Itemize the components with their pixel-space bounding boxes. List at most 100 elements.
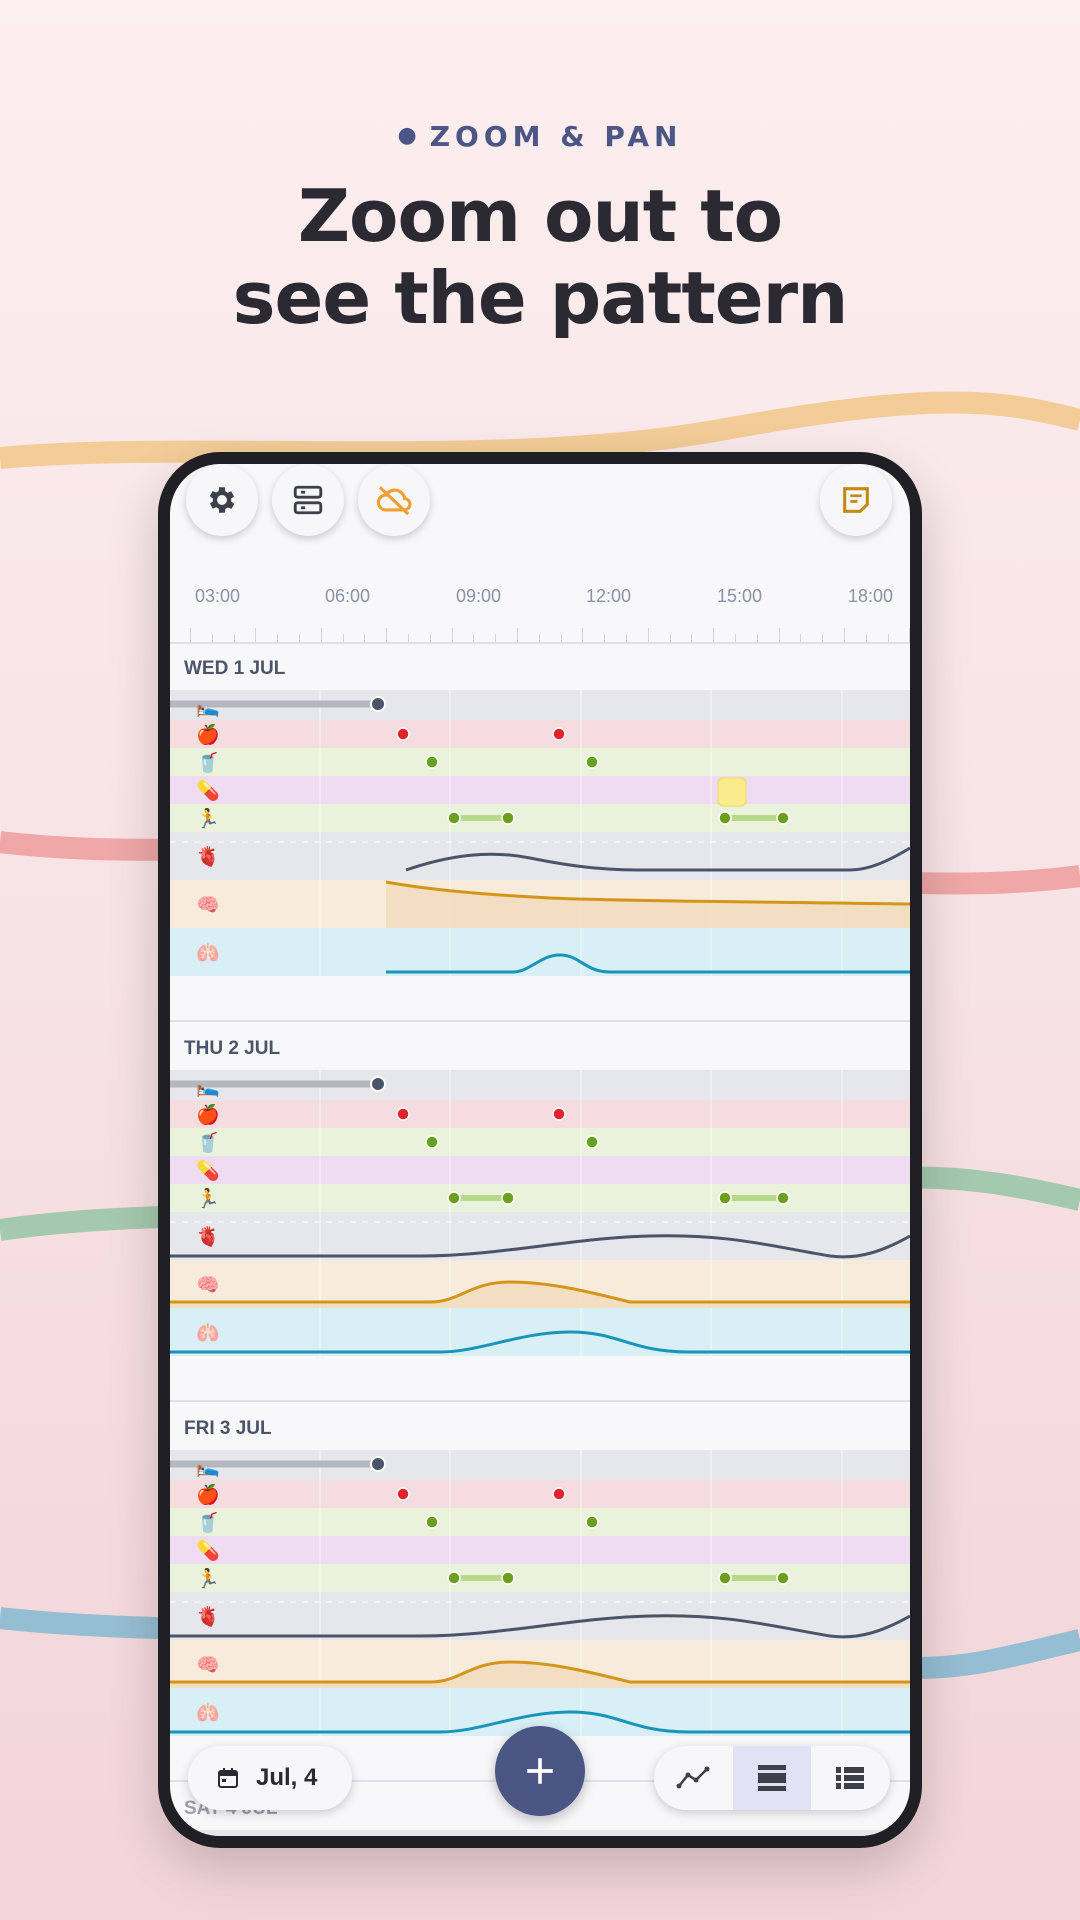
app-screen: 03:00 06:00 09:00 12:00 15:00 18:00 WED … [170,464,910,1836]
axis-tick [473,634,475,642]
gear-icon [209,487,235,513]
sleep-icon: 🛌 [196,1456,220,1478]
axis-tick [887,634,889,642]
axis-tick [211,634,213,642]
activity-icon: 🏃 [196,1568,220,1590]
list-view-icon [836,1767,865,1789]
storage-button[interactable] [272,464,344,536]
axis-tick [647,628,649,642]
axis-tick [233,634,235,642]
axis-tick [538,634,540,642]
time-label: 12:00 [586,586,632,606]
axis-tick [451,628,453,642]
axis-tick [517,628,518,642]
activity-icon: 🏃 [196,808,220,830]
axis-tick [190,628,191,642]
heart-icon: 🫀 [196,1226,220,1248]
headline-line-1: Zoom out to [297,174,783,258]
date-label: Jul, 4 [256,1764,318,1791]
food-icon: 🍎 [196,1104,220,1126]
day-tracks [170,1450,910,1736]
axis-tick [408,634,409,642]
day-title: WED 1 JUL [184,658,286,679]
day-tracks [170,690,910,976]
day-section[interactable]: THU 2 JUL [170,1024,910,1404]
breathing-icon: 🫁 [196,1702,220,1724]
time-label: 06:00 [325,586,371,606]
axis-tick [713,628,715,642]
list-view-button[interactable] [811,1746,890,1810]
axis-tick [429,634,431,642]
drink-icon: 🥤 [196,752,220,774]
sleep-icon: 🛌 [196,1076,220,1098]
axis-tick [778,628,780,642]
axis-tick [582,628,584,642]
view-switcher[interactable] [654,1746,890,1810]
chart-view-button[interactable] [654,1746,733,1810]
medication-icon: 💊 [196,780,220,802]
axis-tick [800,634,802,642]
settings-button[interactable] [186,464,258,536]
axis-tick [909,628,910,642]
breathing-icon: 🫁 [196,942,220,964]
axis-tick [756,634,758,642]
mind-icon: 🧠 [196,1274,220,1296]
eyebrow: ● ZOOM & PAN [397,120,683,153]
notes-button[interactable] [820,464,892,536]
day-title: THU 2 JUL [184,1038,281,1059]
time-label: 03:00 [195,586,241,606]
chart-view-icon [676,1766,710,1789]
drink-icon: 🥤 [196,1132,220,1154]
axis-tick [320,628,322,642]
axis-tick [844,628,845,642]
headline: Zoom out to see the pattern [0,175,1080,339]
mind-icon: 🧠 [196,894,220,916]
date-picker-button[interactable]: Jul, 4 [188,1746,352,1810]
axis-tick [865,634,867,642]
rows-view-button[interactable] [732,1746,812,1810]
rows-view-icon [757,1765,786,1791]
sticky-note-icon [843,487,869,513]
axis-tick [299,634,300,642]
day-section[interactable]: WED 1 JUL [170,644,910,1024]
time-label: 09:00 [456,586,502,606]
marketing-header: ● ZOOM & PAN Zoom out to see the pattern [0,120,1080,339]
axis-tick [560,634,562,642]
cloud-off-icon [376,486,412,516]
axis-tick [277,634,279,642]
axis-tick [386,628,388,642]
mind-icon: 🧠 [196,1654,220,1676]
server-icon [293,485,323,515]
calendar-icon [218,1768,238,1788]
axis-tick [364,634,366,642]
add-entry-button[interactable] [495,1726,585,1816]
day-tracks [170,1070,910,1356]
axis-tick [495,634,497,642]
time-label: 15:00 [717,586,763,606]
medication-icon: 💊 [196,1160,220,1182]
activity-icon: 🏃 [196,1188,220,1210]
axis-tick [626,634,627,642]
time-axis[interactable]: 03:00 06:00 09:00 12:00 15:00 18:00 [170,574,910,644]
axis-tick [342,634,344,642]
time-label: 18:00 [848,586,894,606]
phone-frame: 03:00 06:00 09:00 12:00 15:00 18:00 WED … [158,452,922,1848]
sync-button[interactable] [358,464,430,536]
axis-tick [822,634,824,642]
axis-tick [691,634,693,642]
day-section[interactable]: FRI 3 JUL [170,1404,910,1784]
axis-tick [669,634,671,642]
medication-icon: 💊 [196,1540,220,1562]
sleep-icon: 🛌 [196,696,220,718]
axis-tick [604,634,606,642]
axis-tick [255,628,257,642]
food-icon: 🍎 [196,724,220,746]
heart-icon: 🫀 [196,1606,220,1628]
day-title: FRI 3 JUL [184,1418,272,1439]
heart-icon: 🫀 [196,846,220,868]
axis-tick [735,634,736,642]
drink-icon: 🥤 [196,1512,220,1534]
headline-line-2: see the pattern [232,256,849,340]
plus-icon [527,1758,553,1784]
food-icon: 🍎 [196,1484,220,1506]
